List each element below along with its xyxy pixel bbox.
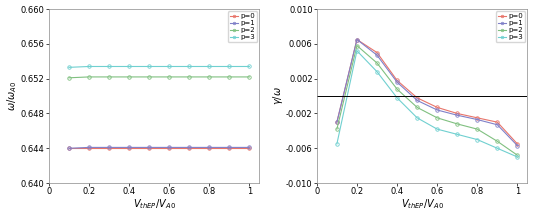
p=2 — [206, 76, 213, 78]
p=0 — [514, 143, 521, 145]
p=0 — [206, 147, 213, 150]
Y-axis label: $\gamma/\omega$: $\gamma/\omega$ — [271, 87, 285, 105]
p=3 — [514, 156, 521, 158]
p=1 — [354, 38, 360, 41]
p=1 — [226, 146, 232, 149]
p=3 — [126, 65, 132, 68]
Line: p=3: p=3 — [335, 49, 519, 159]
p=3 — [474, 138, 480, 141]
p=0 — [394, 79, 400, 82]
p=1 — [66, 147, 72, 150]
p=1 — [166, 146, 172, 149]
p=1 — [414, 99, 421, 102]
p=2 — [494, 140, 500, 143]
Line: p=1: p=1 — [67, 146, 251, 150]
p=0 — [126, 147, 132, 150]
p=0 — [226, 147, 232, 150]
p=0 — [414, 97, 421, 99]
p=3 — [86, 65, 92, 68]
p=0 — [334, 121, 340, 123]
p=2 — [246, 76, 253, 78]
p=3 — [334, 143, 340, 145]
p=2 — [454, 123, 461, 125]
Line: p=2: p=2 — [67, 75, 251, 80]
p=1 — [106, 146, 112, 149]
p=3 — [354, 49, 360, 52]
Line: p=3: p=3 — [67, 65, 251, 69]
p=3 — [414, 117, 421, 119]
p=2 — [86, 76, 92, 78]
p=3 — [454, 133, 461, 136]
p=3 — [374, 70, 380, 73]
Line: p=1: p=1 — [335, 38, 519, 147]
p=0 — [166, 147, 172, 150]
p=0 — [434, 106, 440, 109]
p=2 — [474, 128, 480, 130]
p=2 — [394, 88, 400, 90]
p=3 — [394, 97, 400, 99]
p=2 — [106, 76, 112, 78]
p=1 — [146, 146, 152, 149]
p=0 — [86, 147, 92, 150]
p=0 — [186, 147, 192, 150]
p=0 — [454, 112, 461, 115]
p=0 — [146, 147, 152, 150]
Line: p=2: p=2 — [335, 44, 519, 157]
p=2 — [354, 44, 360, 47]
p=3 — [246, 65, 253, 68]
p=2 — [374, 62, 380, 64]
p=1 — [494, 123, 500, 126]
p=0 — [66, 147, 72, 150]
p=1 — [374, 54, 380, 56]
p=1 — [474, 118, 480, 121]
p=2 — [434, 117, 440, 119]
p=3 — [226, 65, 232, 68]
p=2 — [186, 76, 192, 78]
p=2 — [414, 106, 421, 109]
Legend: p=0, p=1, p=2, p=3: p=0, p=1, p=2, p=3 — [496, 11, 526, 43]
p=0 — [354, 38, 360, 41]
p=0 — [474, 117, 480, 119]
p=1 — [434, 109, 440, 111]
p=1 — [454, 114, 461, 117]
p=3 — [206, 65, 213, 68]
p=2 — [146, 76, 152, 78]
p=3 — [494, 147, 500, 150]
p=3 — [434, 128, 440, 130]
Y-axis label: $\omega/\omega_{A0}$: $\omega/\omega_{A0}$ — [5, 81, 19, 111]
p=2 — [334, 128, 340, 130]
p=2 — [226, 76, 232, 78]
p=0 — [494, 121, 500, 123]
p=3 — [146, 65, 152, 68]
p=2 — [514, 154, 521, 156]
p=3 — [166, 65, 172, 68]
p=1 — [206, 146, 213, 149]
p=1 — [86, 146, 92, 149]
X-axis label: $V_{thEP}/V_{A0}$: $V_{thEP}/V_{A0}$ — [133, 198, 175, 211]
p=0 — [106, 147, 112, 150]
Line: p=0: p=0 — [67, 146, 251, 150]
p=1 — [126, 146, 132, 149]
p=3 — [66, 66, 72, 69]
p=1 — [334, 121, 340, 123]
p=1 — [394, 81, 400, 84]
Legend: p=0, p=1, p=2, p=3: p=0, p=1, p=2, p=3 — [228, 11, 257, 43]
p=1 — [514, 144, 521, 147]
p=0 — [246, 147, 253, 150]
p=2 — [126, 76, 132, 78]
p=1 — [246, 146, 253, 149]
p=2 — [66, 77, 72, 79]
X-axis label: $V_{thEP}/V_{A0}$: $V_{thEP}/V_{A0}$ — [401, 198, 443, 211]
Line: p=0: p=0 — [335, 38, 519, 146]
p=3 — [106, 65, 112, 68]
p=3 — [186, 65, 192, 68]
p=0 — [374, 51, 380, 54]
p=2 — [166, 76, 172, 78]
p=1 — [186, 146, 192, 149]
